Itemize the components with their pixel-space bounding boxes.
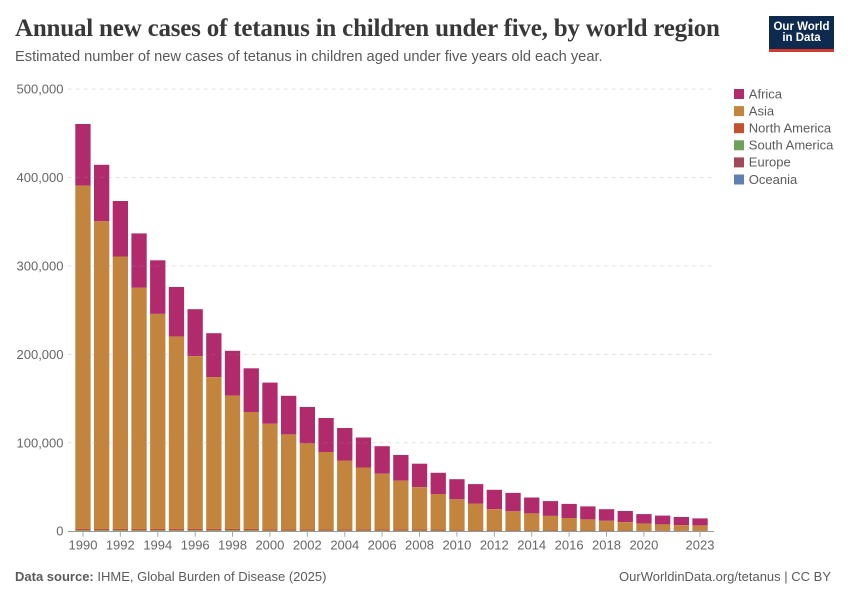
svg-text:1990: 1990 — [69, 538, 98, 553]
svg-text:100,000: 100,000 — [17, 435, 64, 450]
svg-text:North America: North America — [749, 121, 832, 136]
svg-text:2020: 2020 — [629, 538, 658, 553]
svg-text:300,000: 300,000 — [17, 258, 64, 273]
svg-text:2006: 2006 — [368, 538, 397, 553]
svg-text:2004: 2004 — [330, 538, 359, 553]
svg-text:Africa: Africa — [749, 86, 783, 101]
svg-text:0: 0 — [56, 524, 63, 539]
svg-text:Oceania: Oceania — [749, 172, 798, 187]
svg-text:Asia: Asia — [749, 103, 775, 118]
svg-text:200,000: 200,000 — [17, 347, 64, 362]
svg-text:2023: 2023 — [686, 538, 715, 553]
svg-text:2018: 2018 — [592, 538, 621, 553]
svg-text:1996: 1996 — [181, 538, 210, 553]
svg-text:1994: 1994 — [143, 538, 172, 553]
svg-text:2014: 2014 — [517, 538, 546, 553]
svg-text:2008: 2008 — [405, 538, 434, 553]
svg-text:South America: South America — [749, 138, 834, 153]
svg-text:2010: 2010 — [442, 538, 471, 553]
svg-text:Europe: Europe — [749, 155, 791, 170]
svg-text:2012: 2012 — [480, 538, 509, 553]
svg-text:2016: 2016 — [555, 538, 584, 553]
svg-text:400,000: 400,000 — [17, 170, 64, 185]
svg-text:2000: 2000 — [255, 538, 284, 553]
svg-text:1998: 1998 — [218, 538, 247, 553]
svg-text:2002: 2002 — [293, 538, 322, 553]
svg-text:500,000: 500,000 — [17, 82, 64, 97]
svg-text:1992: 1992 — [106, 538, 135, 553]
